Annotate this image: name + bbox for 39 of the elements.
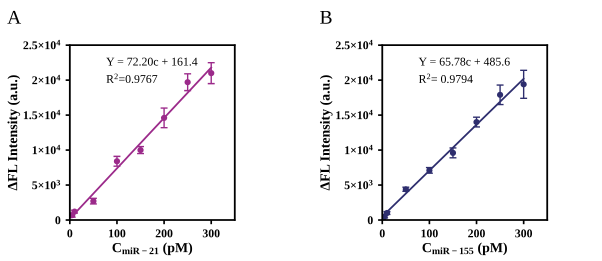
x-tick-label: 100 (109, 229, 126, 238)
point (184, 79, 191, 86)
y-tick-label: 5×10$^{3}$ (32, 180, 60, 190)
point (71, 208, 78, 215)
point (496, 92, 504, 98)
chart-title: B (320, 10, 332, 24)
y-tick-label: 0 (368, 216, 373, 224)
point (160, 114, 168, 122)
annotation: R$^{2}$= 0.9794 (418, 74, 473, 84)
y-tick-label: 2.5×10$^{4}$ (336, 40, 373, 50)
y-tick-label: 2×10$^{4}$ (344, 74, 373, 84)
point (520, 81, 527, 88)
y-axis-title: ΔFL Intensity (a.u.) (320, 75, 333, 190)
x-tick-label: 200 (156, 229, 172, 238)
x-tick-label: 300 (515, 229, 532, 238)
y-tick-label: 1.5×10$^{4}$ (24, 110, 60, 120)
y-tick-label: 1×10$^{4}$ (345, 144, 373, 154)
x-tick-label: 0 (67, 229, 72, 238)
y-tick-label: 5×10$^{3}$ (344, 180, 373, 190)
x-tick-label: 300 (202, 229, 220, 238)
y-tick-label: 1×10$^{4}$ (32, 144, 60, 154)
annotation: Y = 72.20c + 161.4 (106, 58, 198, 66)
x-tick-label: 0 (380, 229, 385, 238)
point (450, 150, 456, 156)
y-tick-label: 1.5×10$^{4}$ (336, 110, 373, 120)
x-tick-label: 100 (421, 229, 438, 238)
point (208, 70, 214, 76)
y-axis-title: ΔFL Intensity (a.u.) (7, 75, 20, 190)
annotation: Y = 65.78c + 485.6 (418, 58, 510, 66)
chart-title: A (7, 10, 22, 24)
x-axis-title: C$_{miR−155}$ (pM) (422, 242, 507, 256)
annotation: R$^{2}$=0.9767 (106, 74, 158, 84)
y-tick-label: 0 (55, 216, 60, 224)
y-tick-label: 2×10$^{4}$ (32, 74, 60, 84)
x-axis-title: C$_{miR−21}$ (pM) (112, 242, 192, 256)
y-tick-label: 2.5×10$^{4}$ (23, 40, 60, 50)
point (473, 118, 480, 126)
point (114, 158, 120, 164)
x-tick-label: 200 (468, 229, 485, 238)
